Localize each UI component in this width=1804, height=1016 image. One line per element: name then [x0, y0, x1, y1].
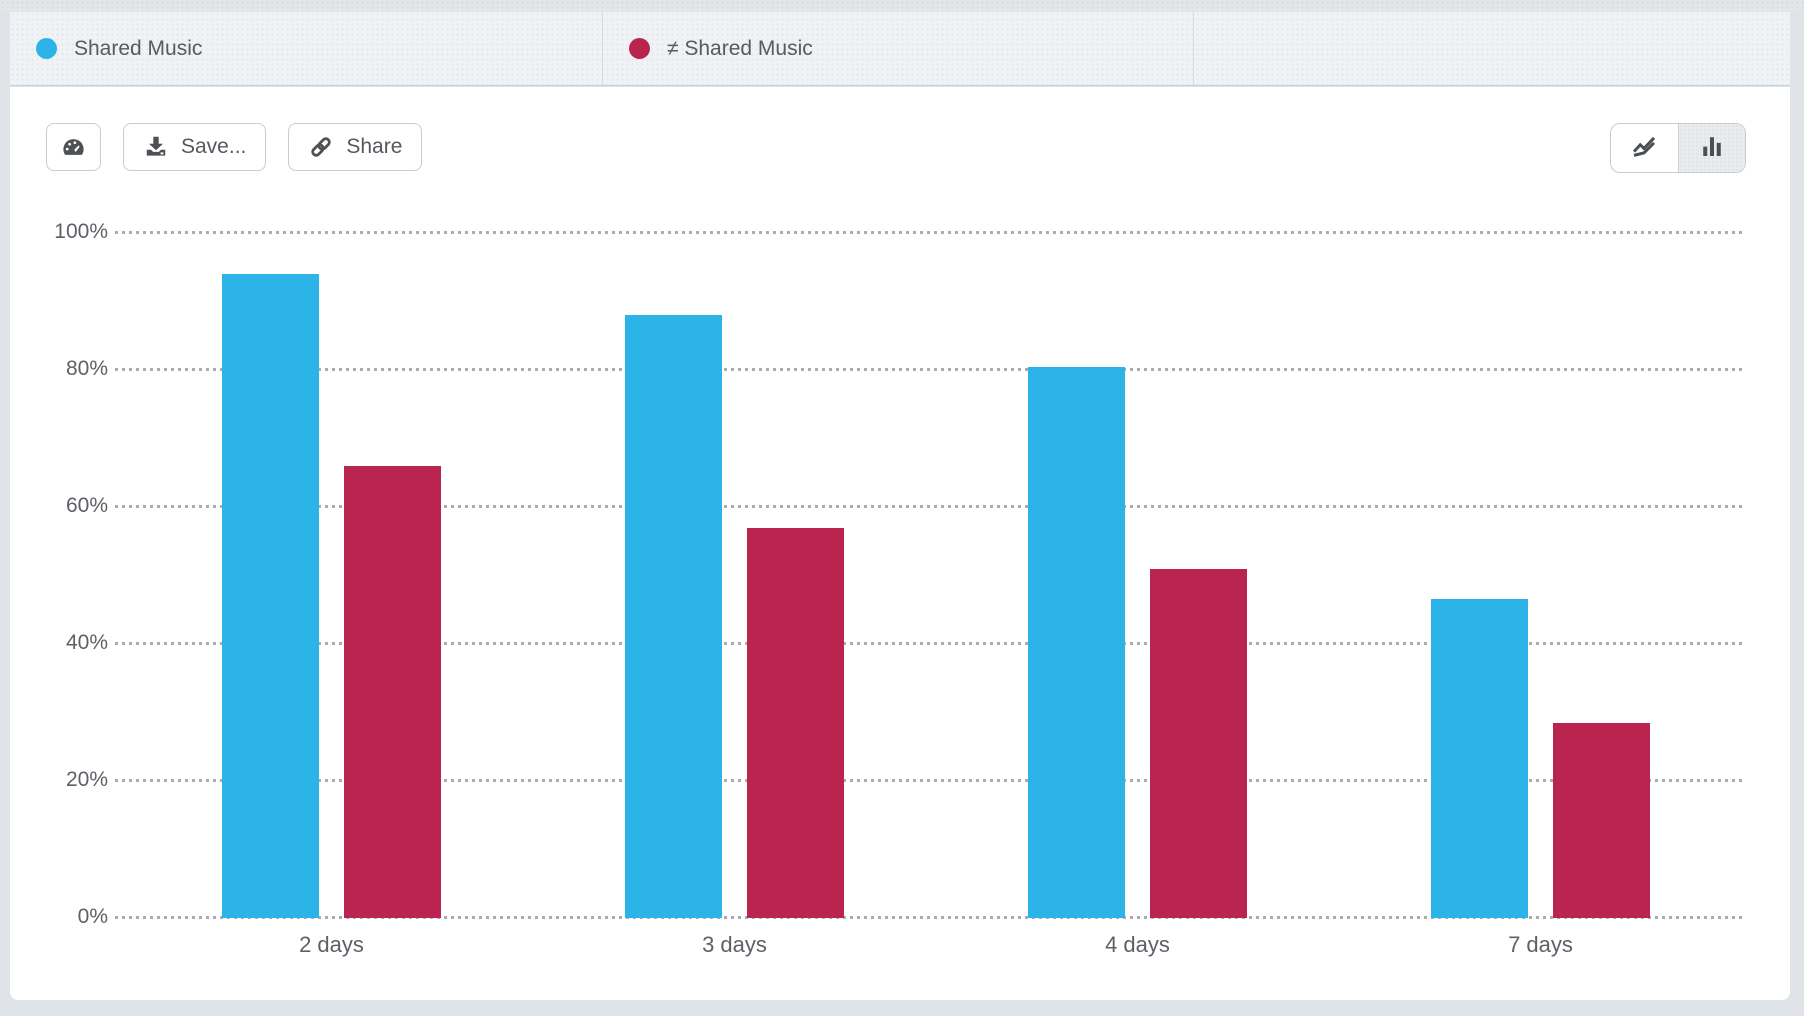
link-icon: [308, 134, 334, 160]
chart-toolbar: Save... Share: [46, 123, 423, 171]
gauge-icon: [60, 134, 87, 161]
bar--shared-music[interactable]: [1150, 568, 1247, 918]
y-axis-tick-label: 0%: [77, 905, 108, 928]
window-top-strip: [0, 0, 1804, 12]
legend-empty-cell: [1194, 12, 1790, 85]
gridline: [115, 505, 1745, 508]
download-icon: [143, 134, 169, 160]
bar-group: [130, 233, 533, 918]
series-dot-blue: [36, 38, 57, 59]
bar-group: [936, 233, 1339, 918]
y-axis-tick-label: 20%: [65, 768, 108, 791]
share-button-label: Share: [346, 135, 403, 158]
chart-type-toggle: [1610, 123, 1746, 173]
bar-group: [533, 233, 936, 918]
gridline: [115, 368, 1745, 371]
legend-item-shared-music[interactable]: Shared Music: [10, 12, 603, 85]
y-axis-tick-label: 40%: [65, 631, 108, 654]
bar-shared-music[interactable]: [625, 315, 722, 918]
y-axis-tick-label: 80%: [65, 357, 108, 380]
chart-card: Save... Share: [10, 87, 1790, 1000]
bar-chart-icon: [1697, 131, 1727, 166]
gridlines: [115, 231, 1745, 919]
legend-label: ≠ Shared Music: [667, 36, 813, 60]
bar-chart-toggle[interactable]: [1677, 124, 1745, 172]
gauge-button[interactable]: [46, 123, 101, 171]
gridline: [115, 916, 1745, 919]
bar--shared-music[interactable]: [344, 465, 441, 918]
bar-group: [1339, 233, 1742, 918]
x-axis-label: 2 days: [299, 932, 364, 957]
x-axis-label: 3 days: [702, 932, 767, 957]
y-axis-tick-label: 100%: [54, 220, 108, 243]
line-chart-icon: [1629, 131, 1659, 166]
gridline: [115, 231, 1745, 234]
legend-label: Shared Music: [74, 36, 203, 60]
bar-shared-music[interactable]: [1028, 366, 1125, 918]
plot-area: [130, 233, 1742, 918]
bar--shared-music[interactable]: [1553, 722, 1650, 918]
x-axis-label: 7 days: [1508, 932, 1573, 957]
bar-shared-music[interactable]: [222, 274, 319, 918]
legend-bar: Shared Music ≠ Shared Music: [10, 12, 1790, 86]
bar--shared-music[interactable]: [747, 527, 844, 918]
x-axis: 2 days 3 days 4 days 7 days: [130, 932, 1742, 958]
legend-item-not-shared-music[interactable]: ≠ Shared Music: [603, 12, 1194, 85]
share-button[interactable]: Share: [288, 123, 423, 171]
series-dot-crimson: [629, 38, 650, 59]
save-button[interactable]: Save...: [123, 123, 267, 171]
gridline: [115, 779, 1745, 782]
y-axis: 100% 80% 60% 40% 20% 0%: [40, 220, 108, 928]
gridline: [115, 642, 1745, 645]
line-chart-toggle[interactable]: [1611, 124, 1678, 172]
x-axis-label: 4 days: [1105, 932, 1170, 957]
y-axis-tick-label: 60%: [65, 494, 108, 517]
bar-shared-music[interactable]: [1431, 599, 1528, 918]
save-button-label: Save...: [181, 135, 247, 158]
